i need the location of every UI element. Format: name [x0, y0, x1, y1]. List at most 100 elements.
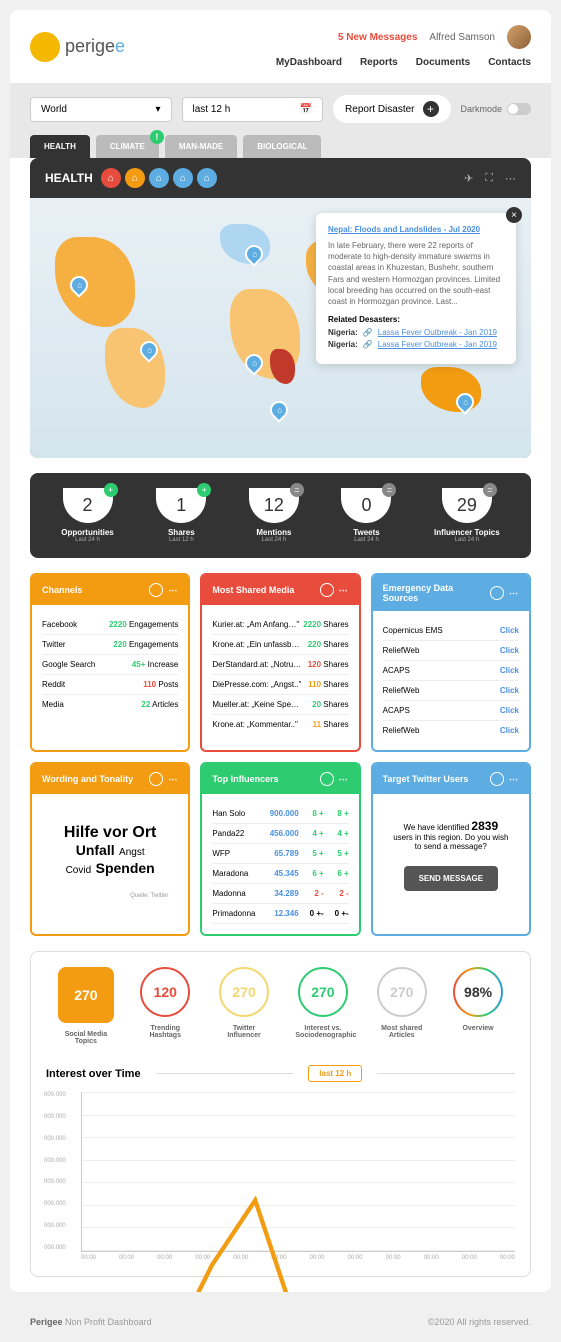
- stat-opportunities: 2+OpportunitiesLast 24 h: [61, 488, 113, 543]
- metric-circle[interactable]: 270Most shared Articles: [374, 967, 429, 1045]
- source-row[interactable]: ReliefWebClick: [383, 721, 519, 740]
- source-row[interactable]: ACAPSClick: [383, 661, 519, 681]
- footer: Perigee Non Profit Dashboard ©2020 All r…: [0, 1302, 561, 1342]
- overview-panel: 270Social Media Topics 120Trending Hashta…: [30, 951, 531, 1277]
- darkmode-toggle[interactable]: Darkmode: [461, 103, 532, 115]
- nav-contacts[interactable]: Contacts: [488, 57, 531, 68]
- map-pin[interactable]: ⌂: [267, 397, 292, 422]
- line-chart: 000.000000.000000.000000.000000.000000.0…: [81, 1092, 515, 1252]
- more-icon[interactable]: ⋯: [509, 588, 519, 599]
- more-icon[interactable]: ⋯: [339, 774, 349, 785]
- influencer-row: Panda22456.0004 +4 +: [212, 824, 348, 844]
- tab-climate[interactable]: CLIMATE!: [96, 135, 159, 158]
- refresh-icon[interactable]: [490, 586, 504, 600]
- logo[interactable]: perigee: [30, 32, 125, 62]
- media-row: Kurier.at: „Am Anfang…"2220 Shares: [212, 615, 348, 635]
- twitter-card: Target Twitter Users ⋯ We have identifie…: [371, 762, 531, 936]
- controls-bar: World▾ last 12 h📅 Report Disaster+ Darkm…: [10, 83, 551, 135]
- map-section: HEALTH ⌂⌂⌂⌂⌂ ✈ ⛶ ⋯ ⌂ ⌂ ⌂ ⌂ ⌂ ⌂ ×: [30, 158, 531, 458]
- media-card: Most Shared Media ⋯ Kurier.at: „Am Anfan…: [200, 573, 360, 752]
- send-message-button[interactable]: SEND MESSAGE: [404, 866, 498, 891]
- metric-circle[interactable]: 120Trending Hashtags: [138, 967, 193, 1045]
- filter-icon[interactable]: ⌂: [101, 168, 121, 188]
- filter-icon[interactable]: ⌂: [149, 168, 169, 188]
- popup-title[interactable]: Nepal: Floods and Landslides - Jul 2020: [328, 225, 504, 234]
- wordcloud: Hilfe vor Ort Unfall Angst Covid Spenden…: [42, 804, 178, 919]
- stat-tweets: 0=TweetsLast 24 h: [341, 488, 391, 543]
- refresh-icon[interactable]: [149, 583, 163, 597]
- channel-row: Google Search45+ Increase: [42, 655, 178, 675]
- more-icon[interactable]: ⋯: [509, 774, 519, 785]
- plus-icon: +: [423, 101, 439, 117]
- expand-icon[interactable]: ⛶: [485, 172, 493, 185]
- messages-link[interactable]: 5 New Messages: [338, 32, 418, 43]
- logo-icon: [30, 32, 60, 62]
- nav-mydashboard[interactable]: MyDashboard: [276, 57, 342, 68]
- tab-biological[interactable]: BIOLOGICAL: [243, 135, 321, 158]
- channels-card: Channels ⋯ Facebook2220 EngagementsTwitt…: [30, 573, 190, 752]
- media-row: DiePresse.com: „Angst.."110 Shares: [212, 675, 348, 695]
- tab-man-made[interactable]: MAN-MADE: [165, 135, 237, 158]
- popup-subtitle: Related Desasters:: [328, 315, 504, 324]
- refresh-icon[interactable]: [320, 772, 334, 786]
- wording-card: Wording and Tonality ⋯ Hilfe vor Ort Unf…: [30, 762, 190, 936]
- stats-bar: 2+OpportunitiesLast 24 h 1+SharesLast 12 …: [30, 473, 531, 558]
- world-map[interactable]: ⌂ ⌂ ⌂ ⌂ ⌂ ⌂ × Nepal: Floods and Landslid…: [30, 198, 531, 458]
- report-button[interactable]: Report Disaster+: [333, 95, 450, 123]
- stat-shares: 1+SharesLast 12 h: [156, 488, 206, 543]
- influencer-row: WFP65.7895 +5 +: [212, 844, 348, 864]
- metric-circle[interactable]: 270Social Media Topics: [58, 967, 114, 1045]
- stat-mentions: 12=MentionsLast 24 h: [249, 488, 299, 543]
- influencers-card: Top Influencers ⋯ Han Solo900.0008 +8 +P…: [200, 762, 360, 936]
- source-row[interactable]: ReliefWebClick: [383, 641, 519, 661]
- refresh-icon[interactable]: [320, 583, 334, 597]
- timeframe-select[interactable]: last 12 h📅: [182, 97, 324, 122]
- related-link[interactable]: Lassa Fever Outbreak - Jan 2019: [378, 328, 497, 337]
- refresh-icon[interactable]: [490, 772, 504, 786]
- filter-icon[interactable]: ⌂: [125, 168, 145, 188]
- map-title: HEALTH: [45, 171, 93, 185]
- channel-row: Reddit110 Posts: [42, 675, 178, 695]
- sources-card: Emergency Data Sources ⋯ Copernicus EMSC…: [371, 573, 531, 752]
- channel-row: Media22 Articles: [42, 695, 178, 714]
- media-row: Krone.at: „Ein unfassbar…"220 Shares: [212, 635, 348, 655]
- nav-reports[interactable]: Reports: [360, 57, 398, 68]
- influencer-row: Primadonna12.3460 +-0 +-: [212, 904, 348, 924]
- main-nav: MyDashboard Reports Documents Contacts: [276, 57, 531, 68]
- media-row: Krone.at: „Kommentar.."11 Shares: [212, 715, 348, 734]
- close-icon[interactable]: ×: [506, 207, 522, 223]
- region-select[interactable]: World▾: [30, 97, 172, 122]
- username: Alfred Samson: [429, 32, 495, 43]
- channel-row: Twitter220 Engagements: [42, 635, 178, 655]
- related-link[interactable]: Lassa Fever Outbreak - Jan 2019: [378, 340, 497, 349]
- source-row[interactable]: ReliefWebClick: [383, 681, 519, 701]
- metric-circle[interactable]: 98%Overview: [453, 967, 503, 1045]
- tab-health[interactable]: HEALTH: [30, 135, 90, 158]
- logo-text: perigee: [65, 36, 125, 57]
- nav-documents[interactable]: Documents: [416, 57, 470, 68]
- influencer-row: Maradona45.3456 +6 +: [212, 864, 348, 884]
- metric-circle[interactable]: 270Interest vs. Sociodenographic: [295, 967, 350, 1045]
- more-icon[interactable]: ⋯: [168, 774, 178, 785]
- refresh-icon[interactable]: [149, 772, 163, 786]
- more-icon[interactable]: ⋯: [339, 585, 349, 596]
- filter-icon[interactable]: ⌂: [173, 168, 193, 188]
- media-row: DerStandard.at: „Notruf.."120 Shares: [212, 655, 348, 675]
- chart-title: Interest over Time: [46, 1068, 141, 1080]
- filter-icon[interactable]: ⌂: [197, 168, 217, 188]
- header: perigee 5 New Messages Alfred Samson MyD…: [10, 10, 551, 83]
- chart-timeframe: last 12 h: [308, 1065, 362, 1082]
- channel-row: Facebook2220 Engagements: [42, 615, 178, 635]
- influencer-row: Han Solo900.0008 +8 +: [212, 804, 348, 824]
- source-row[interactable]: ACAPSClick: [383, 701, 519, 721]
- metric-circle[interactable]: 270Twitter Influencer: [217, 967, 272, 1045]
- category-tabs: HEALTH CLIMATE! MAN-MADE BIOLOGICAL: [10, 135, 551, 158]
- more-icon[interactable]: ⋯: [505, 172, 516, 185]
- influencer-row: Madonna34.2892 -2 -: [212, 884, 348, 904]
- more-icon[interactable]: ⋯: [168, 585, 178, 596]
- stat-influencer-topics: 29=Influencer TopicsLast 24 h: [434, 488, 500, 543]
- popup-text: In late February, there were 22 reports …: [328, 240, 504, 307]
- source-row[interactable]: Copernicus EMSClick: [383, 621, 519, 641]
- avatar[interactable]: [507, 25, 531, 49]
- send-icon[interactable]: ✈: [464, 172, 473, 185]
